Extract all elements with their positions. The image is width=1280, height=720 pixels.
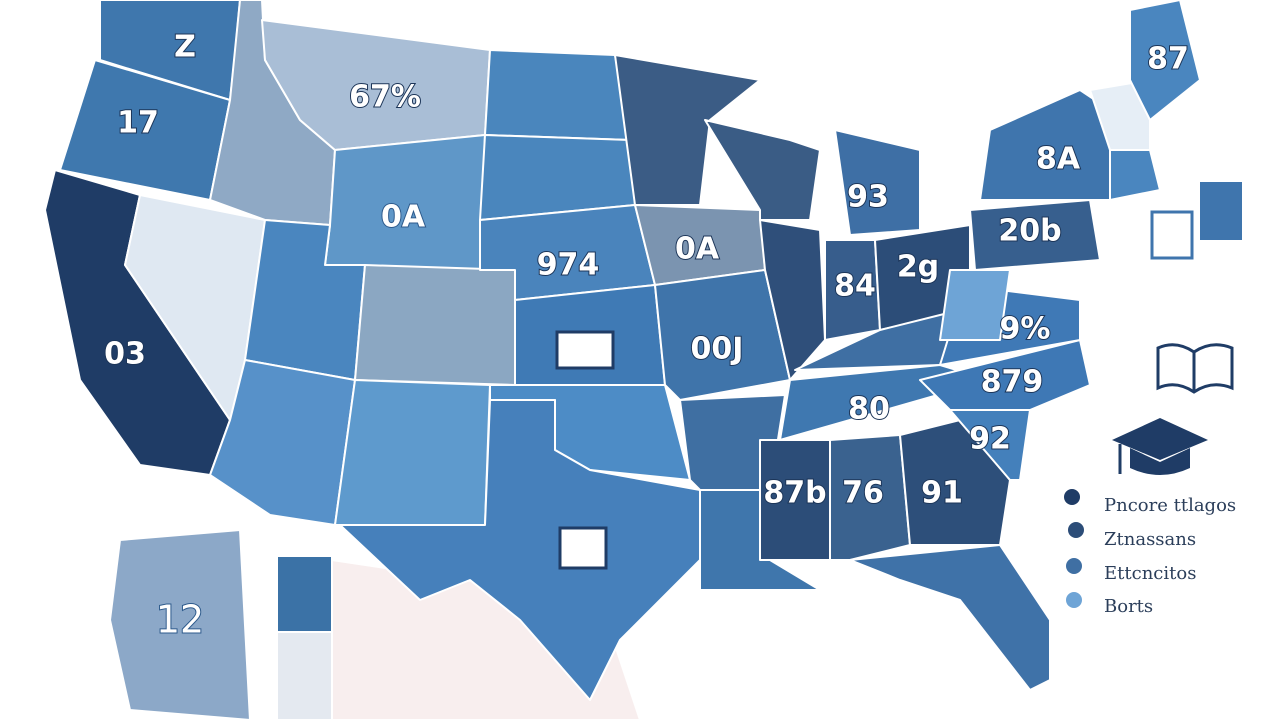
region-label: 87b [763, 476, 826, 511]
state [1129, 0, 1201, 121]
book-icon [1156, 343, 1234, 394]
state [334, 379, 491, 526]
state [1109, 149, 1161, 201]
state [834, 129, 921, 236]
region-labels: Z 17 67% 0A 03 974 0A 00J 93 20b 84 2g 9… [103, 29, 1190, 643]
state [484, 49, 631, 141]
legend-marker [1064, 489, 1080, 505]
legend-label: Borts [1104, 596, 1153, 617]
region-label: 0A [675, 232, 720, 267]
book-icon [558, 526, 608, 570]
regions [44, 0, 1201, 720]
state [704, 119, 821, 221]
state [654, 269, 791, 401]
legend-marker [1066, 592, 1082, 608]
legend-marker [1068, 522, 1084, 538]
region-label: 879 [981, 365, 1044, 400]
region-label: 67% [349, 80, 421, 115]
region-label: Z [174, 30, 196, 65]
legend-label: Ztnassans [1104, 529, 1196, 550]
region-label: 17 [117, 106, 159, 141]
icons [555, 182, 1242, 570]
state [339, 399, 701, 701]
region-label: 93 [847, 180, 889, 215]
region-label: 80 [848, 392, 890, 427]
icon [1200, 182, 1242, 240]
legend-label: Ettcncitos [1104, 563, 1196, 584]
region-label: 20b [998, 214, 1061, 249]
state [614, 54, 761, 206]
legend-label: Pncore ttlagos [1104, 495, 1236, 516]
region-label: 2g [897, 250, 939, 285]
inset [276, 631, 333, 720]
region-label: 92 [969, 422, 1011, 457]
state [354, 264, 516, 386]
region-label: 87 [1147, 42, 1189, 77]
region-label: 974 [537, 248, 600, 283]
inset [276, 555, 333, 633]
region-label: 0A [381, 200, 426, 235]
legend: Pncore ttlagos Ztnassans Ettcncitos Bort… [1064, 489, 1236, 617]
state [759, 219, 826, 381]
graduation-cap [1112, 418, 1208, 475]
state [969, 199, 1101, 271]
region-label: 8A [1036, 142, 1081, 177]
state [899, 419, 1011, 546]
region-label: 00J [691, 332, 744, 367]
legend-marker [1066, 558, 1082, 574]
state [849, 544, 1051, 691]
region-label: 03 [104, 337, 146, 372]
state [919, 339, 1091, 411]
region-label: 91 [921, 476, 963, 511]
book-icon [555, 330, 615, 370]
region-label: 84 [834, 269, 876, 304]
state [939, 269, 1011, 341]
icon [1150, 210, 1194, 260]
region-label: 76 [842, 476, 884, 511]
region-label: 12 [156, 598, 204, 642]
region-label: 9% [1000, 312, 1051, 347]
alaska [109, 529, 251, 720]
state [829, 434, 911, 561]
